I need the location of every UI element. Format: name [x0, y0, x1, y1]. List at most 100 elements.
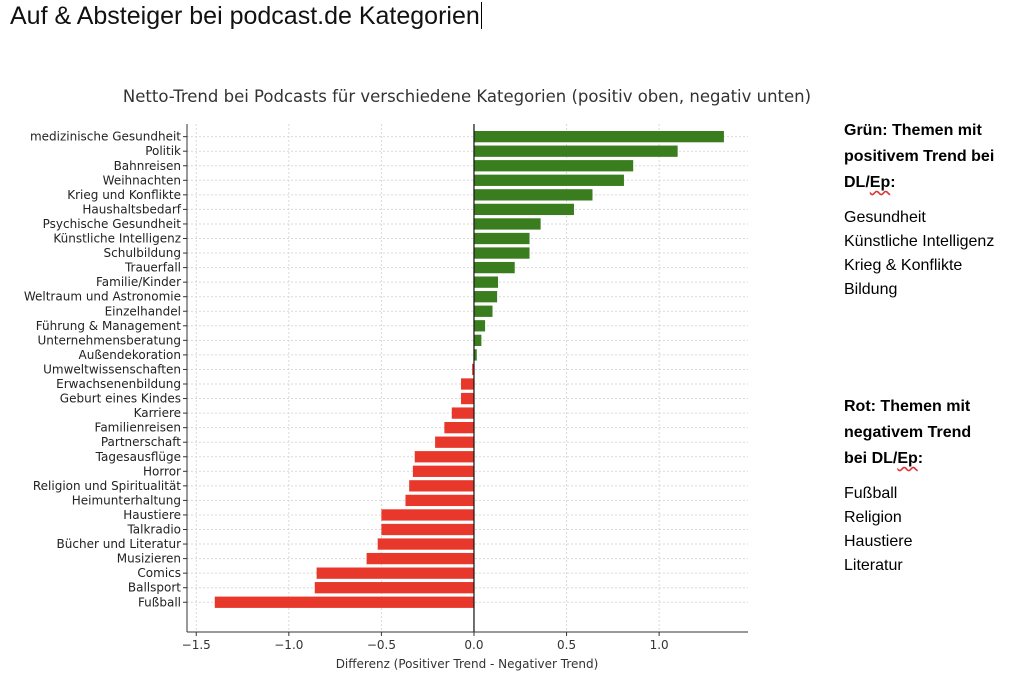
category-label: Psychische Gesundheit [43, 217, 182, 231]
category-label: Familie/Kinder [96, 275, 181, 289]
bar-künstliche-intelligenz [473, 232, 530, 245]
category-label: Umweltwissenschaften [43, 362, 181, 376]
bar-bahnreisen [473, 160, 634, 172]
positive-heading-line-1: Grün: Themen mit [844, 122, 982, 139]
negative-heading-line-2: negativem Trend [844, 424, 972, 441]
bar-unternehmensberatung [473, 334, 482, 346]
category-label: Bahnreisen [114, 159, 181, 173]
category-labels: medizinische GesundheitPolitikBahnreisen… [24, 130, 182, 610]
negative-heading-line-3: bei DL/Ep: [844, 450, 924, 467]
category-label: Fußball [138, 595, 181, 609]
category-label: Erwachsenenbildung [56, 377, 181, 391]
bar-geburt-eines-kindes [461, 392, 474, 405]
bars [214, 131, 724, 608]
category-label: Haushaltsbedarf [82, 202, 181, 216]
category-label: Familienreisen [95, 421, 181, 435]
positive-trend-note: Grün: Themen mit positivem Trend bei DL/… [844, 118, 1019, 302]
category-label: Talkradio [126, 523, 181, 537]
text-cursor [480, 2, 483, 29]
x-tick-label: −1.0 [274, 638, 303, 652]
list-item: Haustiere [844, 533, 913, 550]
bar-partnerschaft [435, 436, 474, 448]
category-label: Tagesausflüge [95, 450, 181, 464]
bar-familienreisen [444, 422, 474, 434]
category-label: Führung & Management [36, 319, 182, 333]
x-tick-label: −0.5 [367, 638, 396, 652]
category-label: medizinische Gesundheit [30, 130, 181, 144]
positive-topic-list: Gesundheit Künstliche Intelligenz Krieg … [844, 206, 1019, 302]
bar-bücher-und-literatur [377, 538, 474, 550]
bar-umweltwissenschaften [472, 363, 474, 376]
list-item: Fußball [844, 485, 898, 502]
list-item: Religion [844, 509, 902, 526]
bar-führung-management [473, 320, 486, 332]
list-item: Krieg & Konflikte [844, 257, 963, 274]
list-item: Literatur [844, 557, 903, 574]
bar-tagesausflüge [414, 451, 474, 463]
bar-haustiere [381, 509, 474, 521]
bar-talkradio [381, 523, 474, 536]
category-label: Partnerschaft [101, 435, 181, 449]
bar-weltraum-und-astronomie [473, 291, 498, 303]
category-label: Bücher und Literatur [57, 537, 182, 551]
bar-schulbildung [473, 247, 530, 259]
x-tick-label: 1.0 [650, 638, 669, 652]
bar-religion-und-spiritualität [409, 480, 474, 492]
bar-erwachsenenbildung [461, 378, 474, 390]
category-label: Schulbildung [104, 246, 182, 260]
positive-heading-line-2: positivem Trend bei [844, 148, 995, 165]
bar-haushaltsbedarf [473, 203, 574, 216]
category-label: Außendekoration [79, 348, 182, 362]
bar-krieg-und-konflikte [473, 189, 593, 201]
bar-ballsport [314, 582, 474, 594]
positive-heading-line-3: DL/Ep: [844, 174, 896, 191]
negative-topic-list: Fußball Religion Haustiere Literatur [844, 482, 1019, 578]
x-tick-label: 0.0 [464, 638, 483, 652]
bar-comics [316, 567, 474, 579]
category-label: Weltraum und Astronomie [24, 290, 181, 304]
list-item: Bildung [844, 281, 898, 298]
list-item: Künstliche Intelligenz [844, 233, 995, 250]
category-label: Religion und Spiritualität [33, 479, 181, 493]
x-tick-label: −1.5 [182, 638, 211, 652]
bar-horror [412, 465, 474, 477]
bar-fußball [214, 596, 474, 608]
category-label: Weihnachten [103, 173, 181, 187]
category-label: Trauerfall [124, 261, 181, 275]
axes: −1.5 −1.0 −0.5 0.0 0.5 1.0 [182, 124, 748, 652]
bar-psychische-gesundheit [473, 218, 541, 230]
bar-trauerfall [473, 261, 515, 274]
bar-heimunterhaltung [405, 494, 474, 507]
bar-politik [473, 145, 678, 157]
category-label: Krieg und Konflikte [67, 188, 181, 202]
negative-trend-note: Rot: Themen mit negativem Trend bei DL/E… [844, 394, 1019, 578]
bar-karriere [451, 407, 474, 419]
category-label: Musizieren [117, 552, 181, 566]
category-label: Karriere [134, 406, 181, 420]
negative-note-heading: Rot: Themen mit negativem Trend bei DL/E… [844, 394, 1019, 472]
x-tick-label: 0.5 [557, 638, 576, 652]
category-label: Einzelhandel [105, 304, 181, 318]
bar-weihnachten [473, 174, 624, 186]
category-label: Heimunterhaltung [72, 493, 181, 507]
negative-heading-line-1: Rot: Themen mit [844, 398, 971, 415]
bar-einzelhandel [473, 305, 493, 317]
positive-note-heading: Grün: Themen mit positivem Trend bei DL/… [844, 118, 1019, 196]
category-label: Haustiere [123, 508, 181, 522]
category-label: Comics [137, 566, 181, 580]
category-label: Geburt eines Kindes [60, 392, 181, 406]
bar-musizieren [366, 552, 474, 565]
category-label: Horror [143, 464, 181, 478]
bar-medizinische-gesundheit [473, 131, 724, 143]
list-item: Gesundheit [844, 209, 926, 226]
category-label: Politik [145, 144, 181, 158]
category-label: Ballsport [128, 581, 181, 595]
x-axis-label: Differenz (Positiver Trend - Negativer T… [336, 657, 599, 671]
category-label: Künstliche Intelligenz [53, 232, 181, 246]
category-label: Unternehmensberatung [37, 333, 181, 347]
document-title[interactable]: Auf & Absteiger bei podcast.de Kategorie… [10, 2, 483, 31]
bar-familie-kinder [473, 276, 499, 288]
chart-title: Netto-Trend bei Podcasts für verschieden… [123, 87, 811, 106]
bar-außendekoration [473, 349, 477, 361]
